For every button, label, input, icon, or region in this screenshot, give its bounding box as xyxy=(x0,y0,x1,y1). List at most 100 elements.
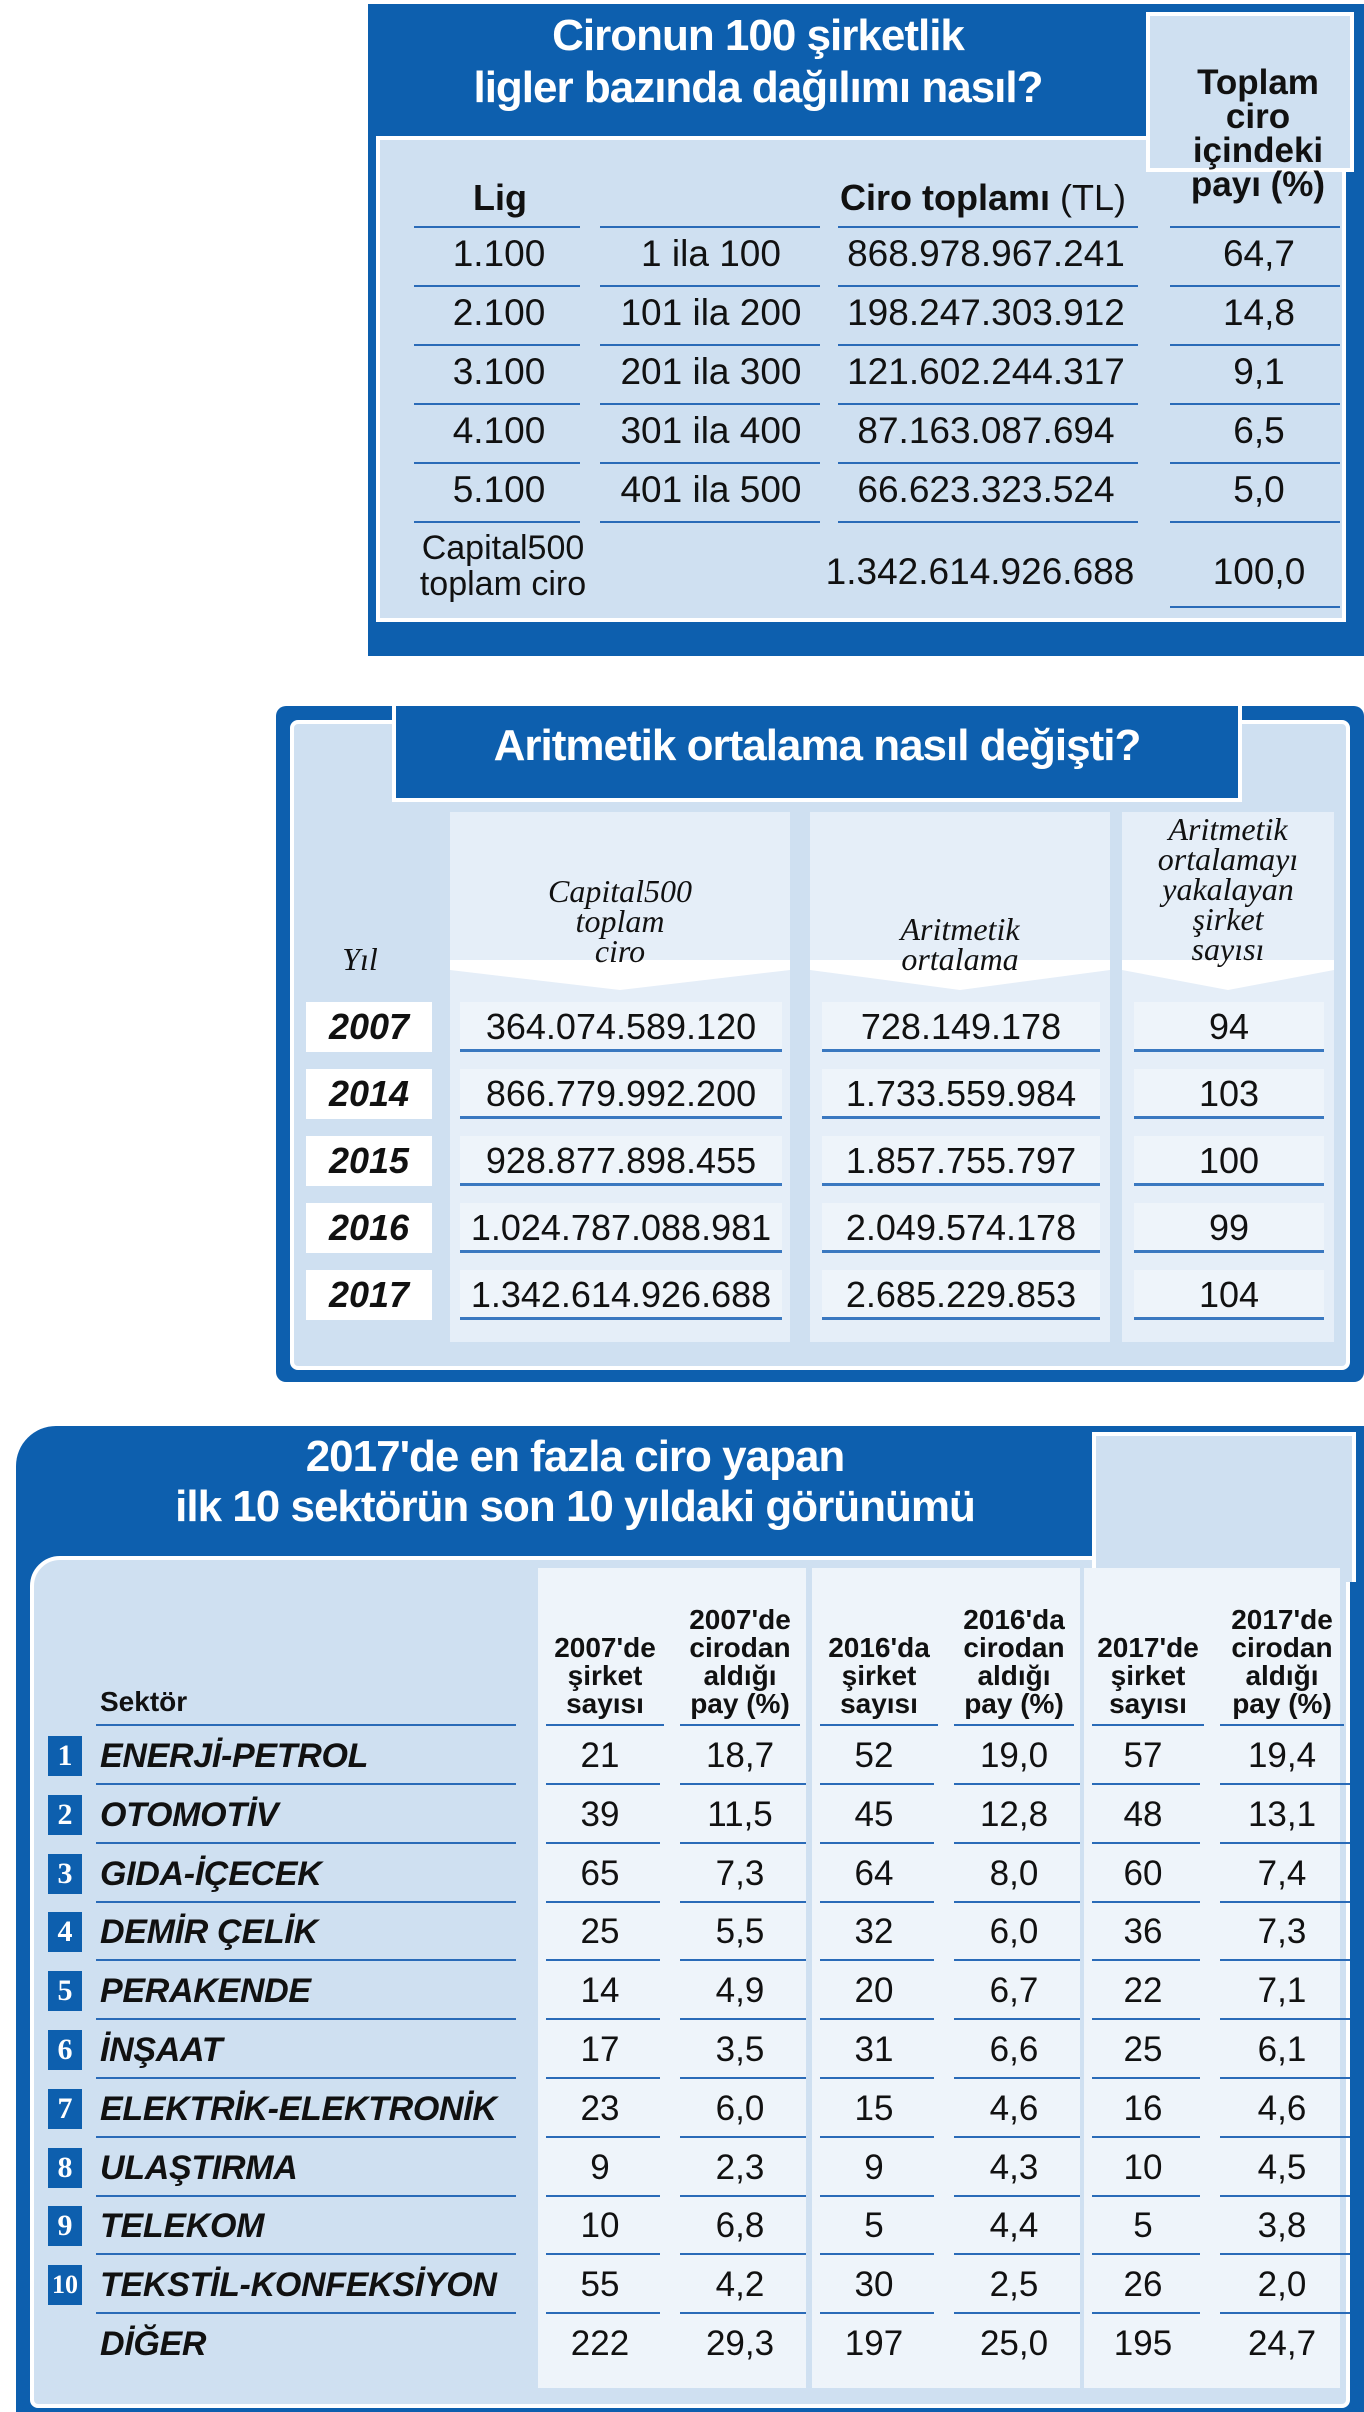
table1-header-ciro: Ciro toplamı (TL) xyxy=(840,180,1140,216)
table3-cell-value: 19,0 xyxy=(979,1736,1049,1775)
table3-cell-value: 52 xyxy=(854,1736,894,1775)
table3-row-divider xyxy=(954,1959,1080,1961)
table1-cell-ciro: 121.602.244.317 xyxy=(847,351,1125,392)
table3-row-divider xyxy=(954,1901,1080,1903)
table3-row-divider xyxy=(546,1959,660,1961)
table3-row-divider xyxy=(546,2253,660,2255)
table3-header-underline xyxy=(546,1724,664,1726)
table3-cell-value: 11,5 xyxy=(707,1795,773,1834)
table1-cell-lig: 5.100 xyxy=(452,469,546,510)
table3-col-2016-bg xyxy=(812,1568,1080,2388)
table2-cell-count: 99 xyxy=(1134,1203,1324,1253)
table3-cell-value: 197 xyxy=(844,2324,904,2363)
table3-row-divider xyxy=(1092,2253,1200,2255)
table3-row-divider xyxy=(1220,1901,1350,1903)
table3-cell-value: 4,3 xyxy=(989,2148,1039,2187)
table2-header-year: Yıl xyxy=(342,941,378,977)
table1-row-divider xyxy=(600,521,820,523)
table2-cell-year: 2014 xyxy=(306,1069,432,1119)
table3-row-divider xyxy=(96,2136,516,2138)
table2-cell-total: 364.074.589.120 xyxy=(460,1002,782,1052)
table3-row-divider xyxy=(1220,2077,1350,2079)
table3-rank-badge: 6 xyxy=(48,2030,82,2070)
table2-header-total-l1: Capital500 xyxy=(547,873,692,909)
table2-header-count-l3: yakalayan xyxy=(1162,871,1294,907)
table1-header-pay-l1: Toplam xyxy=(1197,63,1319,102)
table2-header-count-l1: Aritmetik xyxy=(1168,811,1288,847)
table3-sector-name: DİĞER xyxy=(100,2325,207,2363)
table2-header-total-l2: toplam xyxy=(575,903,665,939)
table2-header-avg-l2: ortalama xyxy=(901,941,1019,977)
table3-row-divider xyxy=(96,2195,516,2197)
table3-cell-value: 23 xyxy=(580,2089,620,2128)
table3-cell-value: 36 xyxy=(1123,1912,1163,1951)
table3-row-divider xyxy=(954,2018,1080,2020)
table3-cell-value: 7,1 xyxy=(1257,1971,1307,2010)
table3-row-divider xyxy=(1220,1959,1350,1961)
table3-header-2: 2007'de cirodan aldığı pay (%) xyxy=(672,1606,808,1718)
table3-rank-badge: 7 xyxy=(48,2089,82,2129)
table3-cell-value: 21 xyxy=(580,1736,620,1775)
table3-rank-badge: 5 xyxy=(48,1971,82,2011)
table3-cell-value: 45 xyxy=(854,1795,894,1834)
table1-cell-range: 401 ila 500 xyxy=(620,469,802,510)
table3-rank-badge: 3 xyxy=(48,1854,82,1894)
table1-cell-ciro: 868.978.967.241 xyxy=(847,233,1125,274)
table2-cell-count: 100 xyxy=(1134,1136,1324,1186)
table3-cell-value: 55 xyxy=(580,2265,620,2304)
table1-header-ciro-unit: (TL) xyxy=(1060,177,1127,218)
table3-cell-value: 4,4 xyxy=(989,2206,1039,2245)
table1-bottom-bar xyxy=(368,636,1142,654)
table3-cell-value: 12,8 xyxy=(979,1795,1049,1834)
table3-row-divider xyxy=(1220,1783,1350,1785)
table3-cell-value: 26 xyxy=(1123,2265,1163,2304)
table2-cell-year: 2015 xyxy=(306,1136,432,1186)
table3-cell-value: 4,5 xyxy=(1257,2148,1307,2187)
table3-cell-value: 48 xyxy=(1123,1795,1163,1834)
table2-cell-avg: 728.149.178 xyxy=(822,1002,1100,1052)
table1-cell-pay: 6,5 xyxy=(1233,410,1285,451)
table1-row-divider xyxy=(1170,521,1340,523)
table2-cell-total: 928.877.898.455 xyxy=(460,1136,782,1186)
table3-row-divider xyxy=(546,2195,660,2197)
table2-cell-year: 2017 xyxy=(306,1270,432,1320)
table3-row-divider xyxy=(96,1842,516,1844)
table3-cell-value: 2,0 xyxy=(1257,2265,1307,2304)
table3-rank-badge: 8 xyxy=(48,2148,82,2188)
table3-row-divider xyxy=(820,2195,934,2197)
table3-row-divider xyxy=(546,1842,660,1844)
table3-header-line: 2007'de xyxy=(554,1632,656,1663)
table3-row-divider xyxy=(1220,1842,1350,1844)
table3-row-divider xyxy=(1092,2018,1200,2020)
table3-cell-value: 20 xyxy=(854,1971,894,2010)
table2-header-count: Aritmetik ortalamayı yakalayan şirket sa… xyxy=(1124,811,1332,965)
table2-cell-avg: 2.049.574.178 xyxy=(822,1203,1100,1253)
table1-header-pay-l2: ciro xyxy=(1225,97,1291,136)
table3-cell-value: 3,8 xyxy=(1257,2206,1307,2245)
table3-rank-badge: 10 xyxy=(48,2265,82,2305)
table3-header-line: sayısı xyxy=(566,1688,644,1719)
table3-header-line: 2017'de xyxy=(1231,1604,1333,1635)
table3-header-sector-underline xyxy=(96,1724,516,1726)
table3-sector-name: OTOMOTİV xyxy=(100,1796,279,1834)
table1-cell-pay: 5,0 xyxy=(1233,469,1285,510)
table3-row-divider xyxy=(954,1842,1080,1844)
table1-cell-pay: 14,8 xyxy=(1222,292,1295,333)
table3-row-divider xyxy=(680,2136,806,2138)
table3-cell-value: 6,7 xyxy=(989,1971,1039,2010)
table1-row-divider xyxy=(414,285,580,287)
table3-cell-value: 19,4 xyxy=(1247,1736,1317,1775)
table2-title-box xyxy=(392,706,1242,802)
table3-cell-value: 6,1 xyxy=(1257,2030,1307,2069)
table3-cell-value: 15 xyxy=(854,2089,894,2128)
table1-row-divider xyxy=(600,462,820,464)
table3-row-divider xyxy=(680,2195,806,2197)
table2-chevron-count xyxy=(1122,960,1334,990)
table2-chevron-avg xyxy=(810,960,1110,990)
table1-cell-lig: 1.100 xyxy=(452,233,546,274)
table1-row-divider xyxy=(600,226,820,228)
table3-cell-value: 30 xyxy=(854,2265,894,2304)
table3-sector-name: ELEKTRİK-ELEKTRONİK xyxy=(100,2090,497,2128)
table3-row-divider xyxy=(820,2018,934,2020)
table1-header-pay: Toplam ciro içindeki payı (%) xyxy=(1160,63,1356,202)
